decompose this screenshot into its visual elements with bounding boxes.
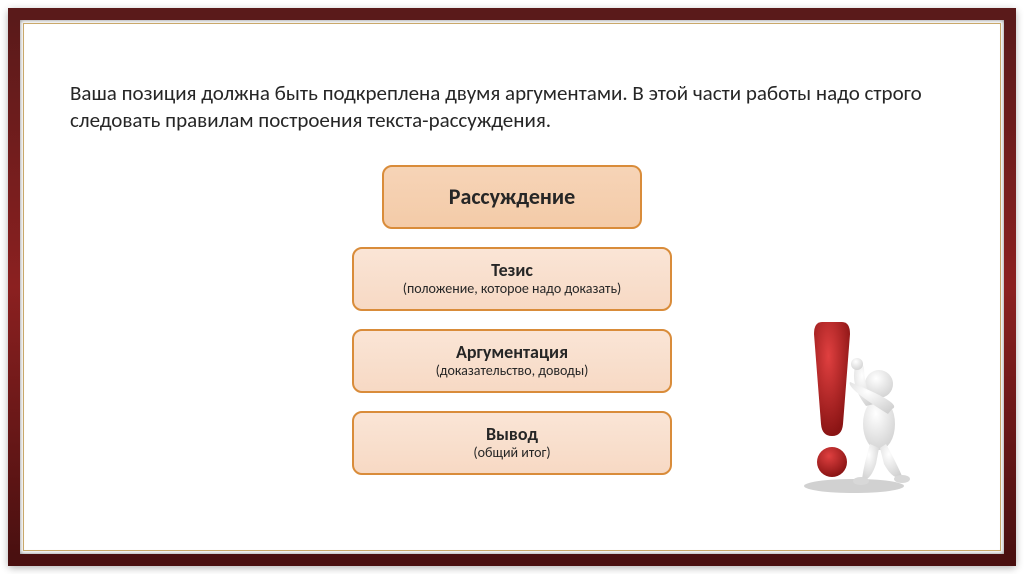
box-thesis: Тезис (положение, которое надо доказать) [352, 247, 672, 311]
box-conclusion-subtitle: (общий итог) [473, 445, 550, 461]
box-conclusion-title: Вывод [486, 424, 538, 445]
box-argument-title: Аргументация [456, 342, 568, 363]
box-conclusion: Вывод (общий итог) [352, 411, 672, 475]
box-main: Рассуждение [382, 165, 642, 229]
exclamation-figure [784, 314, 924, 494]
box-argument-subtitle: (доказательство, доводы) [436, 363, 589, 379]
slide-frame: Ваша позиция должна быть подкреплена дву… [8, 8, 1016, 566]
intro-paragraph: Ваша позиция должна быть подкреплена дву… [70, 80, 954, 135]
box-thesis-title: Тезис [491, 260, 533, 281]
box-argument: Аргументация (доказательство, доводы) [352, 329, 672, 393]
box-main-title: Рассуждение [449, 183, 576, 210]
box-thesis-subtitle: (положение, которое надо доказать) [403, 281, 622, 297]
slide-content: Ваша позиция должна быть подкреплена дву… [50, 50, 974, 524]
